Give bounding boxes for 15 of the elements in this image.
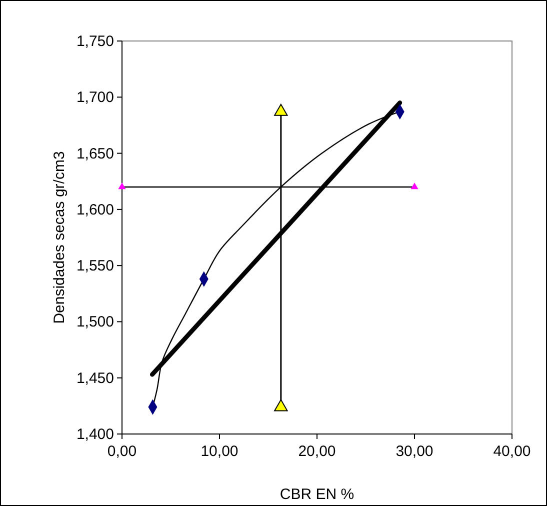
y-tick-label: 1,700 bbox=[76, 89, 114, 106]
x-tick-label: 20,00 bbox=[298, 443, 336, 460]
y-tick-label: 1,450 bbox=[76, 370, 114, 387]
y-tick-label: 1,750 bbox=[76, 33, 114, 50]
y-tick-label: 1,550 bbox=[76, 258, 114, 275]
x-tick-label: 0,00 bbox=[107, 443, 137, 460]
y-tick-label: 1,400 bbox=[76, 426, 114, 443]
y-tick-label: 1,650 bbox=[76, 145, 114, 162]
y-axis-title: Densidades secas gr/cm3 bbox=[51, 151, 68, 324]
x-tick-label: 10,00 bbox=[200, 443, 238, 460]
x-tick-label: 40,00 bbox=[493, 443, 531, 460]
x-axis-title: CBR EN % bbox=[280, 486, 354, 503]
y-tick-label: 1,600 bbox=[76, 201, 114, 218]
y-tick-label: 1,500 bbox=[76, 314, 114, 331]
x-tick-label: 30,00 bbox=[396, 443, 434, 460]
